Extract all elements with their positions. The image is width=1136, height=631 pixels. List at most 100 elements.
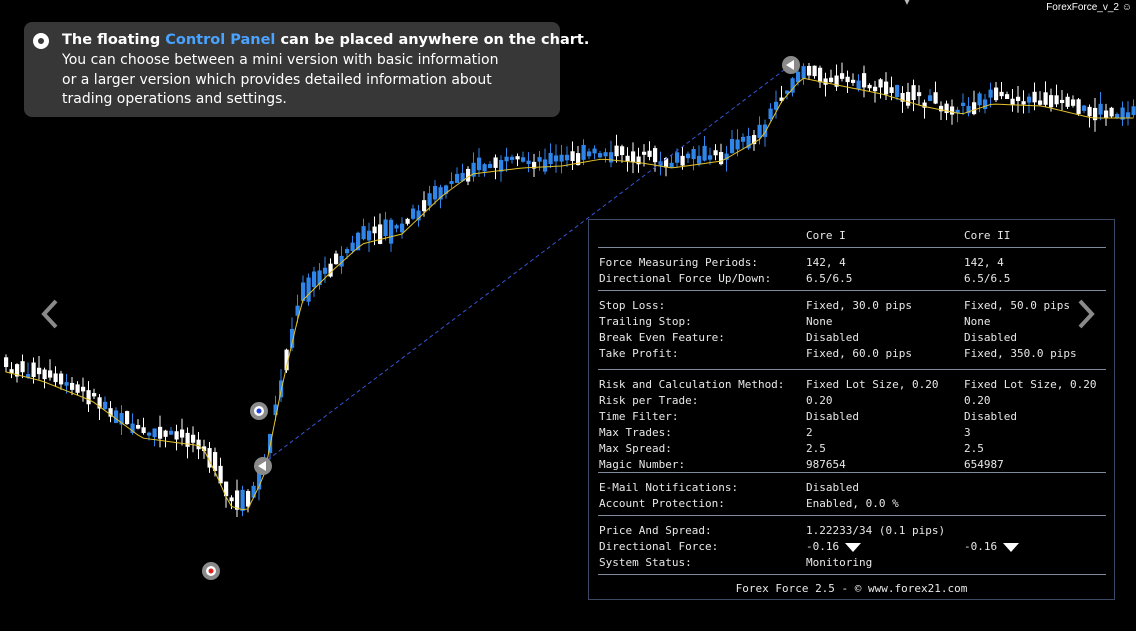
candle-body <box>972 102 977 115</box>
tooltip-line: You can choose between a mini version wi… <box>62 52 499 68</box>
candle-body <box>86 390 91 405</box>
candle-body <box>878 79 883 88</box>
candle-body <box>669 162 674 168</box>
panel-row-label: Account Protection: <box>599 497 725 510</box>
candle-body <box>774 101 779 110</box>
candle-body <box>20 361 25 373</box>
candle-body <box>1021 101 1026 105</box>
moving-average-line <box>5 77 1134 511</box>
panel-separator <box>598 247 1106 248</box>
panel-row-core1: 142, 4 <box>806 256 846 269</box>
candle-body <box>697 155 702 164</box>
candle-body <box>708 155 713 160</box>
candle-body <box>933 92 938 104</box>
panel-row-core2: 0.20 <box>964 394 991 407</box>
panel-row-label: Break Even Feature: <box>599 331 725 344</box>
candle-body <box>713 150 718 156</box>
candle-body <box>1120 107 1125 120</box>
candle-body <box>609 152 614 163</box>
panel-row-label: System Status: <box>599 556 692 569</box>
candle-body <box>1016 96 1021 102</box>
candle-body <box>400 223 405 233</box>
candle-body <box>576 153 581 166</box>
panel-row-core1: 2.5 <box>806 442 826 455</box>
info-tooltip: The floating Control Panel can be placed… <box>24 22 589 117</box>
candle-body <box>455 173 460 183</box>
candle-body <box>1054 95 1059 105</box>
candle-body <box>779 97 784 101</box>
candle-body <box>570 151 575 161</box>
candle-body <box>378 224 383 244</box>
candle-body <box>801 66 806 79</box>
candles-layer <box>4 62 1136 517</box>
candle-body <box>383 219 388 237</box>
tooltip-line: or a larger version which provides detai… <box>62 71 492 88</box>
candle-body <box>306 277 311 302</box>
panel-row-label: Stop Loss: <box>599 299 666 312</box>
panel-row-label: Magic Number: <box>599 458 686 471</box>
panel-row-core1: Fixed, 60.0 pips <box>806 347 912 360</box>
panel-row-core1: Disabled <box>806 481 859 494</box>
candle-body <box>64 382 69 386</box>
candle-body <box>53 373 58 383</box>
chevron-left-icon[interactable] <box>40 299 60 329</box>
candle-body <box>1126 112 1131 118</box>
candle-body <box>598 153 603 158</box>
chevron-right-icon[interactable] <box>1076 299 1096 329</box>
candle-body <box>510 156 515 160</box>
candle-body <box>719 152 724 165</box>
candle-body <box>449 181 454 185</box>
candle-body <box>730 139 735 154</box>
candle-body <box>983 99 988 110</box>
candle-body <box>851 79 856 83</box>
candle-body <box>207 448 212 468</box>
candle-body <box>917 92 922 97</box>
candle-body <box>1104 110 1109 118</box>
candle-body <box>977 93 982 106</box>
candle-body <box>944 103 949 114</box>
panel-row-label: E-Mail Notifications: <box>599 481 739 494</box>
panel-row-core2: 654987 <box>964 458 1004 471</box>
candle-body <box>603 152 608 157</box>
candle-body <box>185 432 190 447</box>
candle-body <box>625 155 630 162</box>
panel-row-label: Max Trades: <box>599 426 672 439</box>
tooltip-headline-post: can be placed anywhere on the chart. <box>275 32 590 48</box>
candle-body <box>1005 94 1010 99</box>
candle-body <box>460 172 465 182</box>
candle-body <box>114 410 119 423</box>
candle-body <box>218 465 223 484</box>
candle-body <box>1071 99 1076 106</box>
control-panel[interactable]: Core I Core II Force Measuring Periods: 1… <box>588 219 1115 600</box>
candle-body <box>906 92 911 106</box>
version-label: ForexForce_v_2 ☺ <box>1046 2 1132 13</box>
candle-body <box>345 249 350 254</box>
candle-body <box>317 270 322 286</box>
panel-row-label: Price And Spread: <box>599 524 712 537</box>
triangle-down-icon <box>1003 542 1020 552</box>
candle-body <box>361 226 366 240</box>
panel-separator <box>598 369 1106 370</box>
candle-body <box>823 78 828 85</box>
candle-body <box>312 271 317 287</box>
candle-body <box>1010 98 1015 106</box>
candle-body <box>405 218 410 224</box>
candle-body <box>1065 96 1070 107</box>
candle-body <box>75 384 80 393</box>
trade-marker-arrow-2 <box>782 56 800 74</box>
candle-body <box>1076 99 1081 114</box>
candle-body <box>130 423 135 433</box>
candle-body <box>939 105 944 112</box>
panel-row-core2: None <box>964 315 991 328</box>
panel-row-label: Time Filter: <box>599 410 679 423</box>
candle-body <box>103 401 108 410</box>
panel-separator <box>598 290 1106 291</box>
chevron-down-icon[interactable]: ▾ <box>904 0 911 8</box>
candle-body <box>59 373 64 385</box>
candle-body <box>686 153 691 159</box>
candle-body <box>466 168 471 182</box>
candle-body <box>416 210 421 221</box>
candle-body <box>273 404 278 416</box>
candle-body <box>202 446 207 452</box>
trade-trend-line <box>261 63 793 465</box>
